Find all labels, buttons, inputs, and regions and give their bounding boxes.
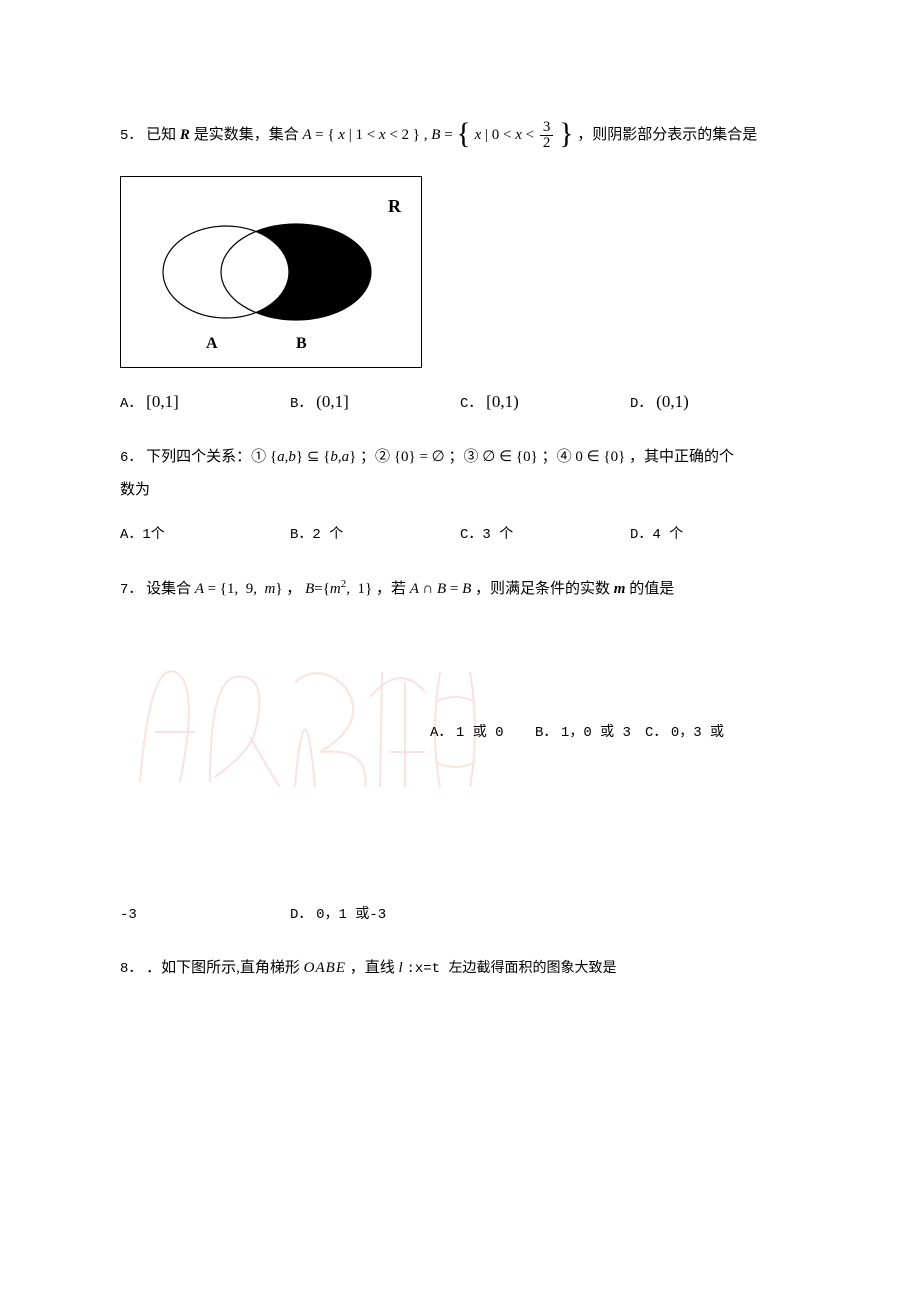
q6-stem-line1: 6． 下列四个关系：① {a,b} ⊆ {b,a} ；② {0} = ∅ ；③ … <box>120 445 800 469</box>
q6-number: 6． <box>120 450 142 466</box>
q7-B: B={m2, 1} <box>305 581 372 597</box>
opt-value: (0,1) <box>656 392 689 411</box>
q7-m: m <box>614 581 626 597</box>
frac-num: 3 <box>540 120 554 136</box>
opt-value: 1，0 或 3 <box>561 725 631 741</box>
opt-label: B． <box>535 725 557 741</box>
q6-p2: {0} = ∅ <box>394 449 445 465</box>
q5-number: 5． <box>120 128 142 144</box>
q7-pre: 设集合 <box>146 581 191 597</box>
q6-s3: ；④ <box>542 449 572 465</box>
q6-p4: 0 ∈ {0} <box>575 449 625 465</box>
q5-setB: x | 0 < x < <box>475 127 538 143</box>
q6-opt-A: A．1个 <box>120 522 290 546</box>
q6-opt-C: C．3 个 <box>460 522 630 546</box>
opt-value: [0,1] <box>146 392 179 411</box>
q8-text: ．如下图所示,直角梯形 <box>146 960 300 976</box>
q5-opt-B: B． (0,1] <box>290 388 460 415</box>
q7-A: A = {1, 9, m} <box>195 581 283 597</box>
opt-label: B． <box>290 527 312 543</box>
q8-l: l <box>399 960 403 976</box>
q6-s4: ，其中正确的个 <box>629 449 734 465</box>
q6-pre: 下列四个关系：① <box>146 449 266 465</box>
opt-value: 2 个 <box>312 527 343 543</box>
q7-comma: ， <box>286 581 305 597</box>
venn-label-A: A <box>206 331 218 357</box>
question-6: 6． 下列四个关系：① {a,b} ⊆ {b,a} ；② {0} = ∅ ；③ … <box>120 445 800 546</box>
q5-options: A． [0,1] B． (0,1] C． [0,1) D． (0,1) <box>120 388 800 415</box>
venn-diagram: R A B <box>120 176 422 368</box>
opt-label: A． <box>120 527 142 543</box>
q7-number: 7． <box>120 582 142 598</box>
q6-p3: ∅ ∈ {0} <box>482 449 538 465</box>
q7-watermark-area: A． 1 或 0 B． 1，0 或 3 C． 0，3 或 <box>120 602 800 872</box>
question-5: 5． 已知 R 是实数集，集合 A = { x | 1 < x < 2 } , … <box>120 120 800 415</box>
q5-text-mid1: 是实数集，集合 <box>194 127 299 143</box>
q8-number: 8． <box>120 961 142 977</box>
q5-R: R <box>180 127 190 143</box>
q8-shape: OABE <box>304 960 346 976</box>
q6-p1: {a,b} ⊆ {b,a} <box>270 449 356 465</box>
q7-stem: 7． 设集合 A = {1, 9, m} ， B={m2, 1} ，若 A ∩ … <box>120 576 800 601</box>
q5-setA: A = { x | 1 < x < 2 } , B = <box>302 127 456 143</box>
q5-tail: ，则阴影部分表示的集合是 <box>577 127 757 143</box>
q5-opt-A: A． [0,1] <box>120 388 290 415</box>
q5-text-pre: 已知 <box>146 127 176 143</box>
q7-tail2: 的值是 <box>629 581 674 597</box>
q6-opt-D: D．4 个 <box>630 522 800 546</box>
q5-opt-C: C． [0,1) <box>460 388 630 415</box>
opt-value: (0,1] <box>316 392 349 411</box>
q7-options-tail: -3 D． 0，1 或-3 <box>120 902 800 926</box>
frac-den: 2 <box>540 136 554 151</box>
venn-svg <box>121 177 421 367</box>
opt-value: 3 个 <box>482 527 513 543</box>
opt-label: D． <box>290 907 312 923</box>
opt-value: [0,1) <box>486 392 519 411</box>
q6-s1: ；② <box>360 449 390 465</box>
q7-tail: ，则满足条件的实数 <box>475 581 610 597</box>
opt-value: 1个 <box>142 527 164 543</box>
q8-mid: ，直线 <box>350 960 395 976</box>
question-7: 7． 设集合 A = {1, 9, m} ， B={m2, 1} ，若 A ∩ … <box>120 576 800 926</box>
q7-options-right: A． 1 或 0 B． 1，0 或 3 C． 0，3 或 <box>430 722 800 744</box>
opt-label: D． <box>630 396 652 412</box>
q5-frac: 3 2 <box>540 120 554 151</box>
lbrace-icon: { <box>456 119 470 149</box>
q5-opt-D: D． (0,1) <box>630 388 800 415</box>
q7-mid: ，若 <box>376 581 406 597</box>
opt-label: B． <box>290 396 312 412</box>
question-8: 8． ．如下图所示,直角梯形 OABE ，直线 l :x=t 左边截得面积的图象… <box>120 956 800 980</box>
opt-label: C． <box>645 725 667 741</box>
q7-cond: A ∩ B = B <box>410 581 472 597</box>
opt-label: D． <box>630 527 652 543</box>
q7-opt-C-tail: -3 <box>120 907 137 923</box>
opt-value: 4 个 <box>652 527 683 543</box>
opt-label: A． <box>430 725 452 741</box>
q6-options: A．1个 B．2 个 C．3 个 D．4 个 <box>120 522 800 546</box>
opt-value: 0，1 或-3 <box>316 907 386 923</box>
q5-stem: 5． 已知 R 是实数集，集合 A = { x | 1 < x < 2 } , … <box>120 120 800 151</box>
venn-label-R: R <box>388 192 401 221</box>
q8-eq: :x=t 左边截得面积的图象大致是 <box>406 961 616 977</box>
opt-value: 1 或 0 <box>456 725 504 741</box>
venn-label-B: B <box>296 331 307 357</box>
opt-label: C． <box>460 527 482 543</box>
opt-label: C． <box>460 396 482 412</box>
watermark-icon <box>120 602 480 842</box>
q6-s2: ；③ <box>449 449 479 465</box>
rbrace-icon: } <box>559 119 573 149</box>
q6-opt-B: B．2 个 <box>290 522 460 546</box>
q6-stem-line2: 数为 <box>120 478 800 502</box>
opt-label: A． <box>120 396 142 412</box>
opt-value: 0，3 或 <box>671 725 724 741</box>
